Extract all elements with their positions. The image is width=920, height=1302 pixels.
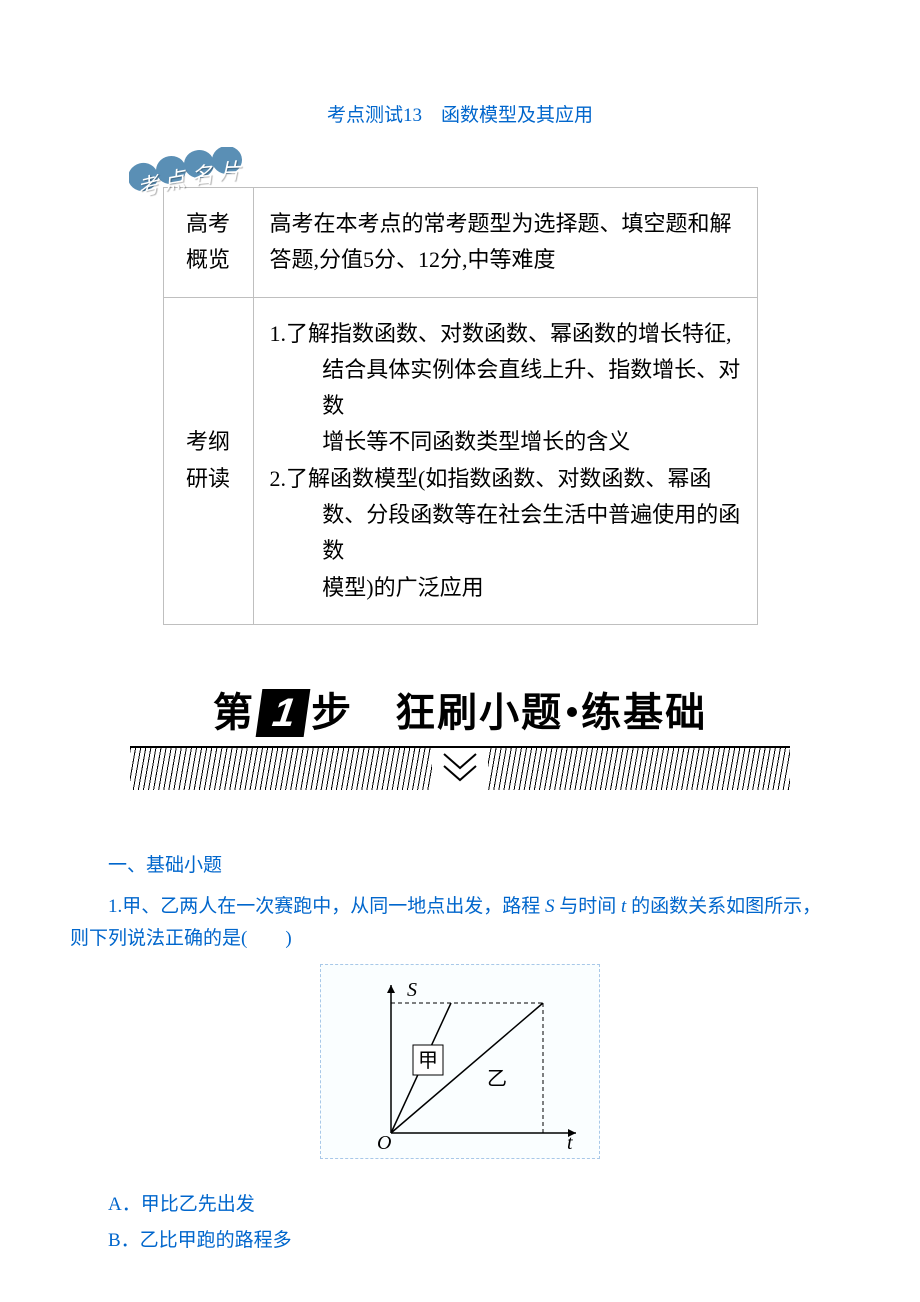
badge-char: 片 bbox=[218, 154, 241, 187]
svg-text:O: O bbox=[377, 1132, 391, 1154]
graph-label-jia: 甲 bbox=[418, 1050, 438, 1072]
page-title: 考点测试13 函数模型及其应用 bbox=[70, 100, 850, 127]
row-label: 高考 概览 bbox=[163, 188, 253, 298]
svg-text:t: t bbox=[567, 1132, 573, 1154]
dot-icon bbox=[567, 707, 577, 717]
step-number-box: 1 bbox=[256, 689, 311, 737]
row-label: 考纲 研读 bbox=[163, 297, 253, 624]
section-heading: 一、基础小题 bbox=[70, 850, 850, 877]
row-content: 1.了解指数函数、对数函数、幂函数的增长特征, 结合具体实例体会直线上升、指数增… bbox=[253, 297, 757, 624]
option-b: B．乙比甲跑的路程多 bbox=[108, 1223, 850, 1259]
row-content: 高考在本考点的常考题型为选择题、填空题和解 答题,分值5分、12分,中等难度 bbox=[253, 188, 757, 298]
option-a: A．甲比乙先出发 bbox=[108, 1187, 850, 1223]
question-graph: 甲 乙 S t O bbox=[320, 964, 600, 1159]
svg-text:S: S bbox=[407, 979, 417, 1001]
step-banner: 第1步 狂刷小题练基础 bbox=[130, 680, 790, 790]
chevron-down-icon bbox=[438, 750, 482, 790]
info-card: 考 点 名 片 高考 概览 高考在本考点的常考题型为选择题、填空题和解 答题,分… bbox=[163, 187, 758, 625]
hatch-divider bbox=[130, 746, 790, 790]
info-table: 高考 概览 高考在本考点的常考题型为选择题、填空题和解 答题,分值5分、12分,… bbox=[163, 187, 758, 625]
graph-label-yi: 乙 bbox=[487, 1068, 507, 1090]
answer-options: A．甲比乙先出发 B．乙比甲跑的路程多 bbox=[70, 1187, 850, 1259]
badge-char: 名 bbox=[189, 157, 214, 191]
badge-kaodian: 考 点 名 片 bbox=[135, 155, 255, 201]
table-row: 考纲 研读 1.了解指数函数、对数函数、幂函数的增长特征, 结合具体实例体会直线… bbox=[163, 297, 757, 624]
step-title: 第1步 狂刷小题练基础 bbox=[130, 680, 790, 738]
question-1: 1.甲、乙两人在一次赛跑中，从同一地点出发，路程 S 与时间 t 的函数关系如图… bbox=[70, 891, 850, 956]
table-row: 高考 概览 高考在本考点的常考题型为选择题、填空题和解 答题,分值5分、12分,… bbox=[163, 188, 757, 298]
